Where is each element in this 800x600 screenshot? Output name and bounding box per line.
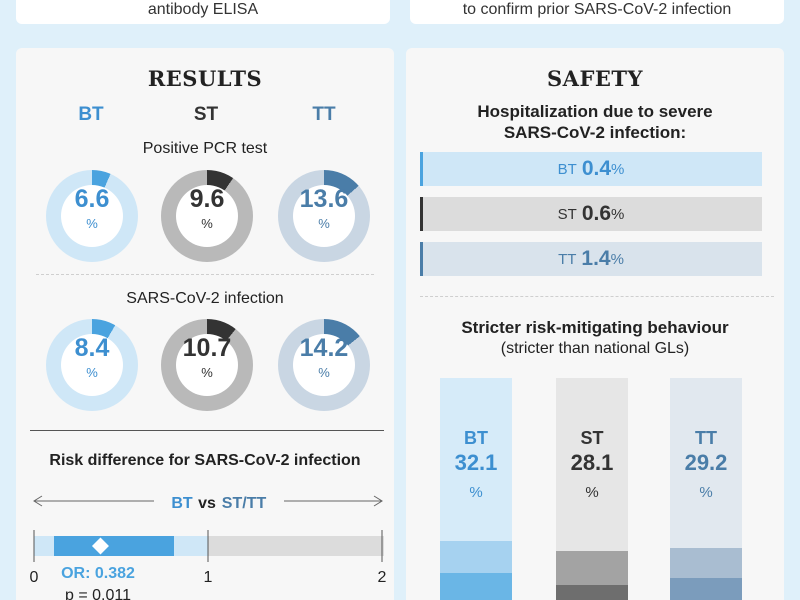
hosp-row-st-group: ST — [557, 205, 577, 223]
top-left-box: antibody ELISA — [16, 0, 390, 24]
behaviour-title: Stricter risk-mitigating behaviour — [461, 318, 729, 337]
risk-tick-label-0: 0 — [30, 569, 39, 586]
donut-pcr-tt: 13.6 % — [278, 170, 370, 262]
risk-tick-label-1: 1 — [204, 569, 213, 586]
infection-title: SARS-CoV-2 infection — [126, 290, 284, 307]
risk-or-label: OR: 0.382 — [61, 565, 135, 582]
safety-divider-dashed — [420, 296, 774, 297]
risk-ci-bar — [54, 536, 174, 556]
group-label-tt: TT — [312, 104, 336, 125]
top-left-text: antibody ELISA — [147, 1, 259, 18]
hosp-row-st-marker — [420, 197, 423, 231]
behaviour-col-tt-value: 29.2 — [684, 450, 728, 475]
donut-infection-bt-value: 8.4 — [74, 334, 110, 362]
group-label-st: ST — [193, 104, 219, 125]
risk-comparison-mid: vs — [198, 495, 216, 512]
risk-comparison-right: ST/TT — [222, 495, 267, 512]
risk-title: Risk difference for SARS-CoV-2 infection — [49, 452, 361, 469]
behaviour-subtitle: (stricter than national GLs) — [500, 340, 690, 357]
risk-comparison-left: BT — [171, 495, 193, 512]
hosp-title-line1: Hospitalization due to severe — [477, 102, 713, 121]
donut-pcr-st-value: 9.6 — [189, 185, 225, 213]
results-heading: RESULTS — [147, 66, 263, 91]
donut-infection-tt-unit: % — [318, 365, 330, 380]
safety-panel: SAFETY Hospitalization due to severe SAR… — [406, 48, 784, 600]
safety-heading: SAFETY — [547, 66, 643, 91]
behaviour-col-bt: BT 32.1 % — [440, 378, 512, 600]
risk-comparison-bg — [154, 489, 284, 513]
risk-forest-chart: BT vs ST/TT 0 1 2 OR: 0.382 p = 0.011 — [30, 489, 387, 600]
hosp-row-bt-unit: % — [611, 160, 625, 178]
donut-infection-tt: 14.2 % — [278, 319, 370, 411]
behaviour-col-st-group: ST — [580, 428, 604, 448]
behaviour-col-st-unit: % — [585, 484, 599, 501]
hosp-row-st-unit: % — [611, 205, 625, 223]
risk-arrow-left-head — [33, 495, 43, 507]
hosp-row-bt-value: 0.4 — [581, 157, 612, 180]
results-panel: RESULTS BT ST TT Positive PCR test 6.6 %… — [16, 48, 394, 600]
behaviour-col-tt-group: TT — [695, 428, 717, 448]
donut-infection-st: 10.7 % — [161, 319, 253, 411]
risk-arrow-right-head — [373, 495, 383, 507]
behaviour-col-st-value: 28.1 — [570, 450, 614, 475]
donut-pcr-st-unit: % — [201, 216, 213, 231]
hosp-row-tt-value: 1.4 — [581, 247, 611, 270]
donut-infection-st-value: 10.7 — [182, 334, 232, 362]
group-label-bt: BT — [78, 104, 104, 125]
hosp-row-tt: TT 1.4 % — [420, 242, 762, 276]
divider-solid — [30, 430, 384, 431]
donut-pcr-st: 9.6 % — [161, 170, 253, 262]
behaviour-col-tt: TT 29.2 % — [670, 378, 742, 600]
donut-pcr-bt: 6.6 % — [46, 170, 138, 262]
donut-infection-bt-unit: % — [86, 365, 98, 380]
donut-pcr-tt-value: 13.6 — [299, 185, 349, 213]
donut-infection-bt: 8.4 % — [46, 319, 138, 411]
donut-infection-tt-value: 14.2 — [299, 334, 349, 362]
behaviour-col-tt-unit: % — [699, 484, 713, 501]
donut-pcr-bt-unit: % — [86, 216, 98, 231]
top-right-text: to confirm prior SARS-CoV-2 infection — [462, 1, 732, 18]
donut-pcr-tt-unit: % — [318, 216, 330, 231]
behaviour-col-bt-fill-top — [440, 541, 512, 573]
hosp-row-tt-unit: % — [610, 250, 624, 268]
pcr-title: Positive PCR test — [142, 140, 268, 157]
hosp-title-line2: SARS-CoV-2 infection: — [503, 123, 687, 142]
behaviour-col-st: ST 28.1 % — [556, 378, 628, 600]
behaviour-col-tt-fill-bottom — [670, 578, 742, 600]
hosp-row-bt-group: BT — [557, 160, 577, 178]
risk-p-label: p = 0.011 — [65, 587, 131, 600]
behaviour-col-bt-fill-bottom — [440, 573, 512, 600]
behaviour-col-bt-group: BT — [464, 428, 488, 448]
hosp-row-tt-group: TT — [558, 250, 577, 268]
divider-dashed — [36, 274, 374, 275]
top-right-box: to confirm prior SARS-CoV-2 infection — [410, 0, 784, 24]
behaviour-col-bt-value: 32.1 — [454, 450, 498, 475]
behaviour-col-st-fill-top — [556, 551, 628, 585]
behaviour-col-tt-fill-top — [670, 548, 742, 578]
hosp-row-st: ST 0.6 % — [420, 197, 762, 231]
hosp-row-bt-marker — [420, 152, 423, 186]
hosp-row-st-value: 0.6 — [581, 202, 612, 225]
donut-infection-st-unit: % — [201, 365, 213, 380]
risk-or-marker — [91, 537, 109, 555]
hosp-row-tt-marker — [420, 242, 423, 276]
donut-pcr-bt-value: 6.6 — [74, 185, 110, 213]
hosp-row-bt: BT 0.4 % — [420, 152, 762, 186]
behaviour-col-st-fill-bottom — [556, 585, 628, 600]
behaviour-col-bt-unit: % — [469, 484, 483, 501]
risk-tick-label-2: 2 — [378, 569, 387, 586]
